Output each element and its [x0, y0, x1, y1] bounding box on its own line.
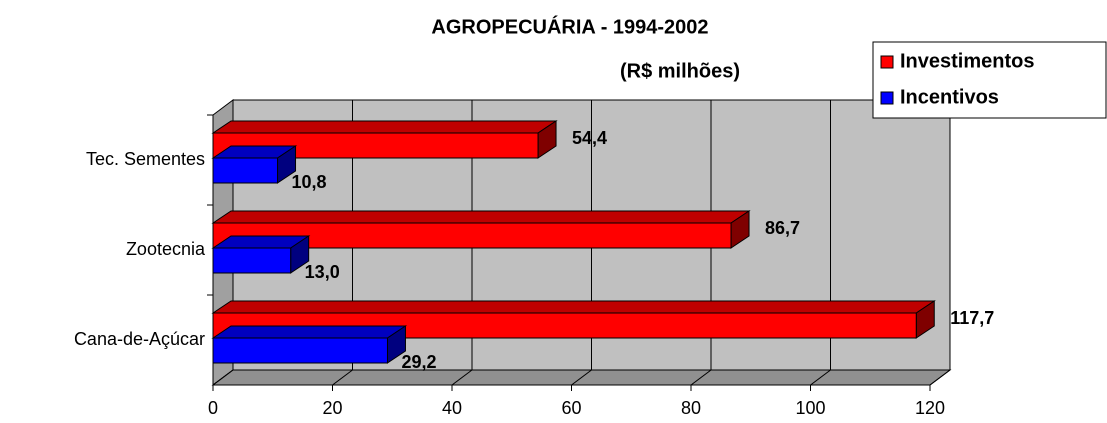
bar-side-shade — [731, 211, 750, 248]
bar-top-shade — [213, 301, 935, 313]
bar-top-shade — [213, 326, 406, 338]
bar-top-shade — [213, 146, 296, 158]
value-label: 10,8 — [292, 172, 327, 192]
grid-line — [690, 369, 712, 386]
bar-top-shade — [213, 211, 750, 223]
x-tick-label: 120 — [915, 398, 945, 418]
grid-line — [929, 369, 951, 386]
grid-line — [332, 369, 353, 386]
x-tick-label: 80 — [681, 398, 701, 418]
grid-line — [571, 369, 592, 386]
value-label: 54,4 — [572, 128, 607, 148]
bar-side-shade — [277, 146, 296, 183]
chart-title: AGROPECUÁRIA - 1994-2002 — [431, 15, 708, 38]
x-tick-label: 60 — [561, 398, 581, 418]
bar-side-shade — [538, 121, 557, 158]
bar-side-shade — [387, 326, 406, 363]
value-label: 86,7 — [765, 218, 800, 238]
value-label: 29,2 — [401, 352, 436, 372]
bar-side-shade — [916, 301, 935, 338]
bar-top-shade — [213, 236, 309, 248]
x-tick-label: 0 — [208, 398, 218, 418]
x-tick-label: 100 — [795, 398, 825, 418]
y-tick-label: Cana-de-Açúcar — [74, 329, 205, 349]
bar — [212, 157, 279, 184]
grid-line — [212, 369, 234, 386]
legend-swatch — [880, 55, 894, 69]
bar — [212, 247, 292, 274]
y-tick-label: Tec. Sementes — [86, 149, 205, 169]
x-tick-label: 20 — [322, 398, 342, 418]
value-label: 13,0 — [305, 262, 340, 282]
legend-box — [872, 41, 1107, 119]
bar — [212, 337, 388, 364]
legend-label: Incentivos — [900, 86, 999, 108]
grid-line — [810, 369, 831, 386]
legend-swatch — [880, 91, 894, 105]
x-tick-label: 40 — [442, 398, 462, 418]
bar-top-shade — [213, 121, 557, 133]
bar-side-shade — [290, 236, 309, 273]
chart-subtitle: (R$ milhões) — [620, 60, 740, 82]
value-label: 117,7 — [950, 308, 994, 328]
y-tick-label: Zootecnia — [126, 239, 206, 259]
legend-label: Investimentos — [900, 50, 1034, 72]
grid-line — [451, 369, 473, 386]
